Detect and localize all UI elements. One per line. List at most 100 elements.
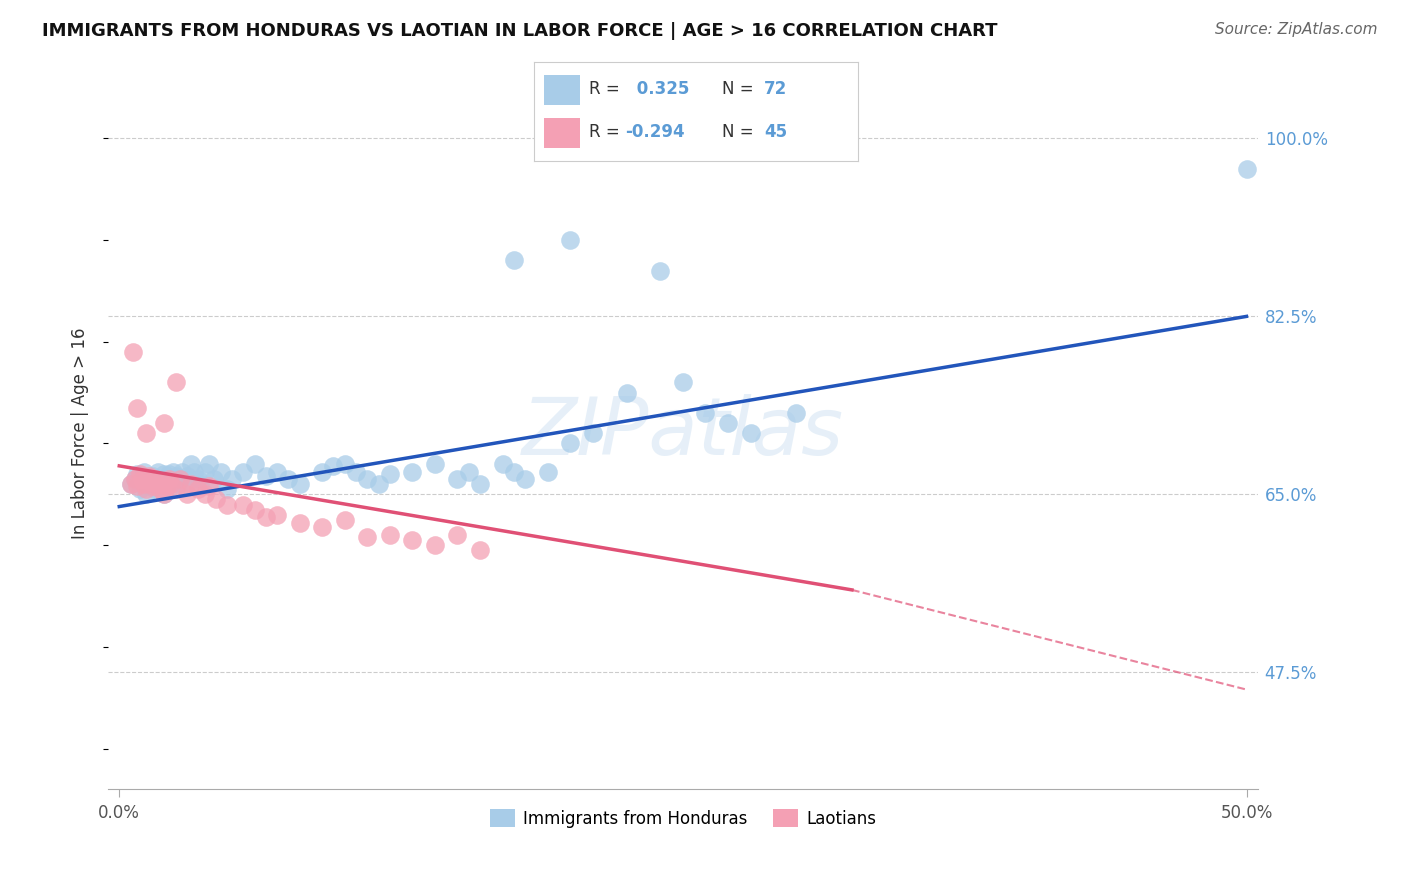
Point bbox=[401, 465, 423, 479]
Point bbox=[717, 416, 740, 430]
Bar bbox=[544, 75, 579, 104]
Point bbox=[560, 233, 582, 247]
Point bbox=[190, 477, 212, 491]
Point bbox=[146, 465, 169, 479]
Point bbox=[160, 477, 183, 491]
Point bbox=[139, 473, 162, 487]
Point bbox=[785, 406, 807, 420]
Point bbox=[127, 467, 149, 481]
Text: ZIPatlas: ZIPatlas bbox=[522, 394, 844, 473]
Point bbox=[344, 465, 367, 479]
Point bbox=[221, 472, 243, 486]
Point bbox=[502, 253, 524, 268]
Point bbox=[128, 467, 150, 481]
Point bbox=[322, 458, 344, 473]
Point bbox=[127, 479, 149, 493]
Point bbox=[180, 477, 202, 491]
Point bbox=[209, 465, 232, 479]
Point bbox=[131, 472, 153, 486]
Point bbox=[143, 477, 166, 491]
Point bbox=[311, 520, 333, 534]
Point bbox=[202, 472, 225, 486]
Point bbox=[165, 469, 187, 483]
Point bbox=[165, 482, 187, 496]
Point bbox=[311, 465, 333, 479]
Point bbox=[160, 479, 183, 493]
Point bbox=[217, 498, 239, 512]
Point bbox=[502, 465, 524, 479]
Point bbox=[205, 492, 228, 507]
Point bbox=[176, 469, 198, 483]
Point bbox=[143, 482, 166, 496]
Point bbox=[162, 465, 184, 479]
Point bbox=[232, 498, 254, 512]
Point bbox=[150, 477, 173, 491]
Point bbox=[695, 406, 717, 420]
Point bbox=[401, 533, 423, 547]
Text: Source: ZipAtlas.com: Source: ZipAtlas.com bbox=[1215, 22, 1378, 37]
Point bbox=[173, 479, 195, 493]
Point bbox=[121, 345, 143, 359]
Point bbox=[149, 472, 172, 486]
Point bbox=[378, 467, 401, 481]
Point bbox=[333, 457, 356, 471]
Point bbox=[165, 376, 187, 390]
Text: R =: R = bbox=[589, 123, 626, 141]
Point bbox=[169, 472, 191, 486]
Point bbox=[146, 477, 169, 491]
Point bbox=[367, 477, 389, 491]
Point bbox=[135, 426, 157, 441]
Point bbox=[132, 477, 155, 491]
Y-axis label: In Labor Force | Age > 16: In Labor Force | Age > 16 bbox=[72, 327, 89, 539]
Point bbox=[172, 465, 194, 479]
Point bbox=[155, 479, 177, 493]
Point bbox=[333, 513, 356, 527]
Point bbox=[135, 475, 157, 490]
Point bbox=[672, 376, 695, 390]
Point bbox=[135, 487, 157, 501]
Point bbox=[180, 457, 202, 471]
Point bbox=[157, 472, 180, 486]
Text: N =: N = bbox=[721, 123, 759, 141]
Point bbox=[266, 465, 288, 479]
Point bbox=[457, 465, 479, 479]
Point bbox=[153, 487, 176, 501]
Point bbox=[288, 516, 311, 530]
Point bbox=[142, 479, 165, 493]
Point bbox=[153, 487, 176, 501]
Text: N =: N = bbox=[721, 80, 759, 98]
Point bbox=[266, 508, 288, 522]
Point bbox=[132, 465, 155, 479]
Text: 72: 72 bbox=[763, 80, 787, 98]
Point bbox=[143, 472, 166, 486]
Point bbox=[149, 482, 172, 496]
Point bbox=[232, 465, 254, 479]
Point bbox=[135, 482, 157, 496]
Point bbox=[423, 457, 446, 471]
Point bbox=[288, 477, 311, 491]
Point bbox=[491, 457, 513, 471]
Point bbox=[153, 467, 176, 481]
Point bbox=[142, 469, 165, 483]
Point bbox=[138, 469, 160, 483]
Point bbox=[138, 479, 160, 493]
Point bbox=[167, 477, 190, 491]
Point bbox=[153, 416, 176, 430]
Point bbox=[254, 469, 277, 483]
Text: IMMIGRANTS FROM HONDURAS VS LAOTIAN IN LABOR FORCE | AGE > 16 CORRELATION CHART: IMMIGRANTS FROM HONDURAS VS LAOTIAN IN L… bbox=[42, 22, 998, 40]
Point bbox=[243, 457, 266, 471]
Point bbox=[194, 465, 217, 479]
Point bbox=[187, 482, 209, 496]
Point bbox=[127, 401, 149, 415]
Point bbox=[217, 482, 239, 496]
Point bbox=[356, 530, 378, 544]
Point bbox=[150, 475, 173, 490]
Point bbox=[169, 472, 191, 486]
Point bbox=[446, 472, 468, 486]
Point bbox=[183, 465, 205, 479]
Point bbox=[468, 543, 491, 558]
Point bbox=[277, 472, 299, 486]
Point bbox=[139, 475, 162, 490]
Text: R =: R = bbox=[589, 80, 626, 98]
Point bbox=[616, 385, 638, 400]
